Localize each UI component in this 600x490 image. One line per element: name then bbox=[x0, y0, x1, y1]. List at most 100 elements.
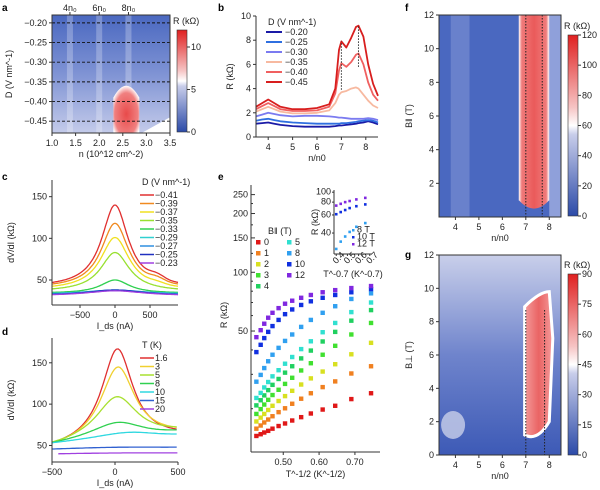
panel-e-data-point bbox=[290, 375, 295, 380]
panel-f-colorbar-tick-label: 80 bbox=[582, 90, 592, 100]
panel-g-colorbar-label: R (kΩ) bbox=[564, 260, 590, 270]
panel-e-data-point bbox=[333, 329, 338, 335]
panel-f-colorbar-tick-label: 0 bbox=[582, 211, 587, 221]
panel-b-y-tick-label: 4 bbox=[246, 84, 251, 94]
panel-e-inset-data-point bbox=[363, 196, 367, 200]
panel-e-data-point bbox=[320, 295, 325, 300]
panel-e-data-point bbox=[282, 301, 288, 306]
panel-c-y-label: dV/dI (kΩ) bbox=[6, 222, 16, 263]
panel-e-data-point bbox=[282, 311, 288, 317]
panel-e-inset-legend-label: 8 T bbox=[357, 225, 370, 235]
panel-c-y-tick-label: 50 bbox=[37, 275, 47, 285]
panel-c-legend-label: −0.35 bbox=[155, 216, 178, 226]
panel-e-data-point bbox=[333, 287, 338, 293]
panel-f-colorbar bbox=[567, 34, 579, 217]
panel-f-x-label: n/n0 bbox=[491, 233, 509, 243]
panel-e-data-point bbox=[320, 339, 325, 344]
panel-a-y-tick-label: −0.40 bbox=[24, 97, 47, 107]
panel-f-heatmap: 2 4 6 8 10 12 4 5 6 7 8 n/n0 B‖ (T) 0 20 40 60 80 100 120R … bbox=[404, 10, 597, 243]
panel-d-x-tick-label: −500 bbox=[42, 467, 62, 477]
panel-e-data-point bbox=[308, 299, 314, 304]
panel-e-data-point bbox=[258, 327, 263, 333]
panel-e-data-point bbox=[276, 409, 281, 415]
panel-e-data-point bbox=[266, 359, 271, 364]
panel-e-inset-data-point bbox=[348, 206, 351, 210]
panel-e-data-point bbox=[290, 401, 295, 406]
panel-d-x-tick-label: 500 bbox=[170, 467, 185, 477]
panel-c-x-tick-label: 0 bbox=[112, 310, 117, 320]
panel-e-x-tick-label: 0.60 bbox=[310, 457, 328, 467]
panel-a-streak bbox=[66, 15, 73, 133]
panel-e-inset-data-point bbox=[339, 202, 343, 206]
panel-b-series-line bbox=[255, 111, 379, 121]
panel-g-colorbar-tick-label: 30 bbox=[582, 390, 592, 400]
panel-g-y-tick-label: 0 bbox=[429, 450, 434, 460]
panel-e-data-point bbox=[270, 392, 275, 398]
panel-a-heatmap: −0.20 −0.25 −0.30 −0.35 −0.40 −0.45 1.0 1.5 2.0 2… bbox=[4, 3, 201, 159]
panel-g-colorbar-tick-label: 60 bbox=[582, 329, 592, 339]
panel-e-data-point bbox=[308, 339, 314, 344]
panel-e-y-tick-label: 100 bbox=[233, 267, 248, 277]
panel-e-data-point bbox=[368, 340, 374, 346]
panel-e-inset-legend-label: 12 T bbox=[357, 239, 375, 249]
panel-c-legend-label: −0.33 bbox=[155, 224, 178, 234]
panel-e-legend-swatch bbox=[287, 273, 292, 278]
panel-e-data-point bbox=[349, 352, 354, 357]
panel-label-c: c bbox=[2, 172, 8, 183]
panel-f-x-tick-label: 6 bbox=[500, 222, 505, 232]
panel-e-legend-label: 5 bbox=[295, 237, 300, 247]
panel-b-y-tick-label: 10 bbox=[241, 11, 251, 21]
panel-e-inset-x-label: T^-0.7 (K^-0.7) bbox=[323, 269, 382, 279]
panel-e-data-point bbox=[266, 315, 271, 320]
panel-f-y-label: B‖ (T) bbox=[404, 104, 414, 128]
panel-b-legend-label: −0.40 bbox=[285, 67, 308, 77]
panel-e-data-point bbox=[262, 321, 267, 326]
panel-d-x-label: I_ds (nA) bbox=[97, 478, 134, 488]
panel-e-data-point bbox=[254, 403, 259, 408]
panel-e-y-tick-label: 200 bbox=[233, 209, 248, 219]
panel-c-x-label: I_ds (nA) bbox=[97, 321, 134, 331]
panel-e-data-point bbox=[254, 379, 259, 384]
panel-e-data-point bbox=[349, 285, 354, 291]
panel-b-legend-label: −0.25 bbox=[285, 37, 308, 47]
panel-a-colorbar-tick-label: 5 bbox=[191, 85, 196, 95]
panel-f-colorbar-tick-label: 100 bbox=[582, 60, 597, 70]
panel-e-data-point bbox=[290, 388, 295, 394]
panel-e-data-point bbox=[276, 367, 281, 373]
panel-e-data-point bbox=[262, 402, 267, 407]
panel-e-data-point bbox=[290, 307, 295, 312]
panel-e-data-point bbox=[258, 415, 263, 420]
panel-f-y-tick-label: 4 bbox=[429, 145, 434, 155]
panel-e-inset-data-point bbox=[343, 235, 347, 238]
panel-e-data-point bbox=[254, 419, 259, 424]
panel-a-y-tick-label: −0.45 bbox=[24, 116, 47, 126]
panel-e-legend-label: 10 bbox=[295, 259, 305, 269]
panel-e-legend-swatch bbox=[287, 251, 292, 256]
panel-g-y-tick-label: 6 bbox=[429, 350, 434, 360]
panel-c-legend-label: −0.25 bbox=[155, 250, 178, 260]
panel-label-a: a bbox=[2, 3, 8, 14]
panel-e-data-point bbox=[333, 403, 338, 408]
panel-c-y-tick-label: 100 bbox=[32, 233, 47, 243]
panel-e-data-point bbox=[320, 330, 325, 335]
panel-e-data-point bbox=[266, 379, 271, 385]
panel-label-b: b bbox=[218, 3, 224, 14]
panel-c-series-line bbox=[51, 236, 179, 287]
panel-f-y-tick-label: 12 bbox=[424, 10, 434, 20]
panel-e-data-point bbox=[298, 324, 304, 330]
panel-d-series-line bbox=[51, 421, 177, 444]
panel-a-y-tick-label: −0.20 bbox=[24, 18, 47, 28]
panel-a-colorbar-label: R (kΩ) bbox=[173, 16, 199, 26]
panel-e-data-point bbox=[266, 428, 271, 434]
panel-e-inset-data-point bbox=[334, 212, 338, 216]
panel-e-data-point bbox=[270, 414, 275, 419]
panel-e-inset-legend-swatch bbox=[352, 243, 355, 246]
panel-e-data-point bbox=[298, 295, 304, 300]
panel-e-data-point bbox=[262, 430, 267, 435]
panel-e-inset-data-point bbox=[334, 247, 338, 251]
panel-d-x-tick-label: 0 bbox=[112, 467, 117, 477]
panel-e-data-point bbox=[258, 406, 263, 412]
panel-b-y-tick-label: 2 bbox=[246, 108, 251, 118]
